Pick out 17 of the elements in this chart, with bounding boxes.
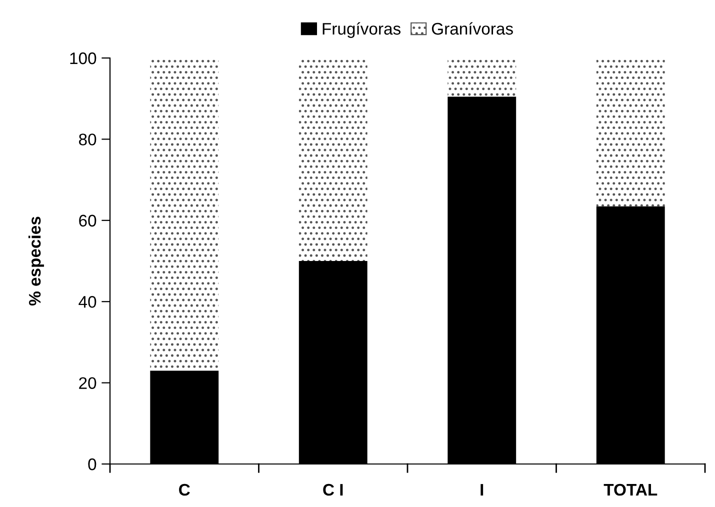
y-tick-label: 40 bbox=[78, 296, 96, 308]
bar bbox=[298, 58, 368, 261]
y-tick-label: 0 bbox=[88, 458, 96, 470]
legend-label: Frugívoras bbox=[322, 22, 401, 38]
y-axis-title: % especies bbox=[28, 216, 44, 306]
bar bbox=[596, 58, 665, 206]
legend-label: Granívoras bbox=[432, 22, 513, 35]
y-tick-label: 80 bbox=[78, 134, 96, 146]
y-tick-label: 60 bbox=[79, 214, 96, 227]
y-tick-label: 20 bbox=[79, 377, 96, 390]
x-tick-label: I bbox=[480, 484, 484, 496]
y-tick-label: 100 bbox=[70, 52, 96, 64]
bar bbox=[150, 58, 219, 371]
bar bbox=[448, 58, 516, 97]
x-tick-label: C I bbox=[323, 484, 343, 496]
x-tick-label: TOTAL bbox=[604, 484, 658, 496]
x-tick-label: C bbox=[179, 484, 190, 496]
